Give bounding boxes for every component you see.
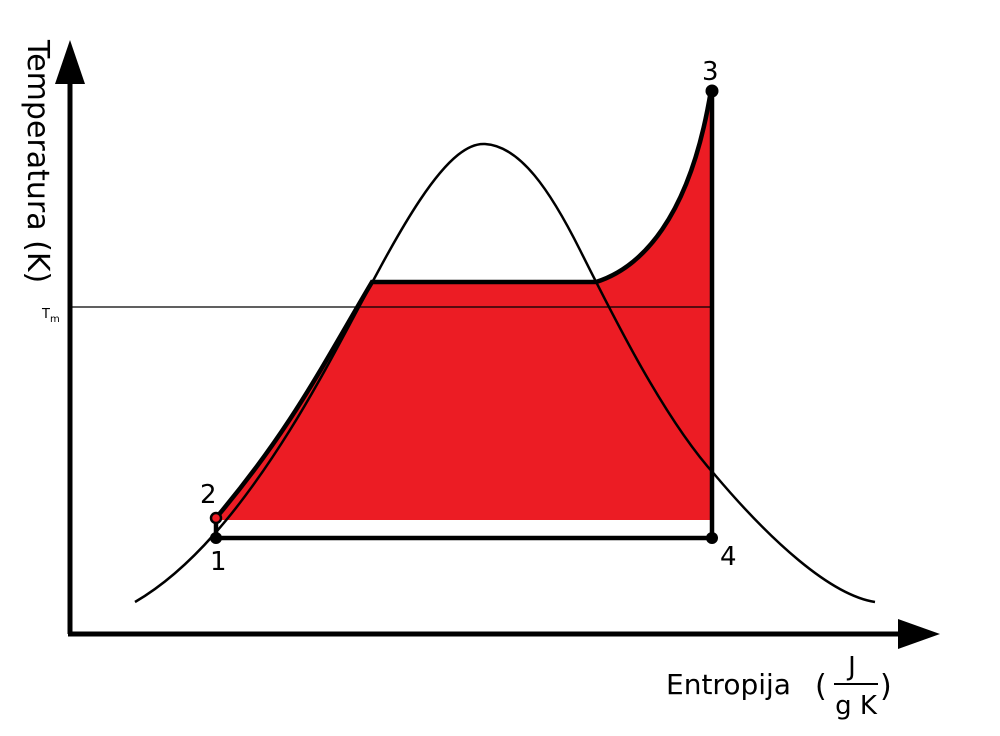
x-axis-arrow-icon [898,619,940,649]
point-3-marker [705,84,719,98]
point-1-label: 1 [210,547,227,577]
x-unit-numerator: J [846,652,856,682]
point-4-label: 4 [720,542,737,572]
x-axis-title: Entropija [666,668,791,701]
point-1-marker [210,532,222,544]
point-2-label: 2 [200,480,217,510]
point-4-marker [706,532,718,544]
tm-label: Tm [41,307,60,325]
x-unit-open-paren: ( [815,669,827,704]
saturation-dome [134,142,876,604]
x-unit-close-paren: ) [880,669,892,704]
cycle-area-fill [216,90,712,518]
x-unit-denominator: g K [835,691,878,721]
y-axis-title: Temperatura (K) [20,39,55,283]
y-axis-arrow-icon [55,40,85,84]
point-2-marker [209,511,223,525]
process-2-3-curve [214,89,714,520]
point-3-label: 3 [702,57,719,87]
